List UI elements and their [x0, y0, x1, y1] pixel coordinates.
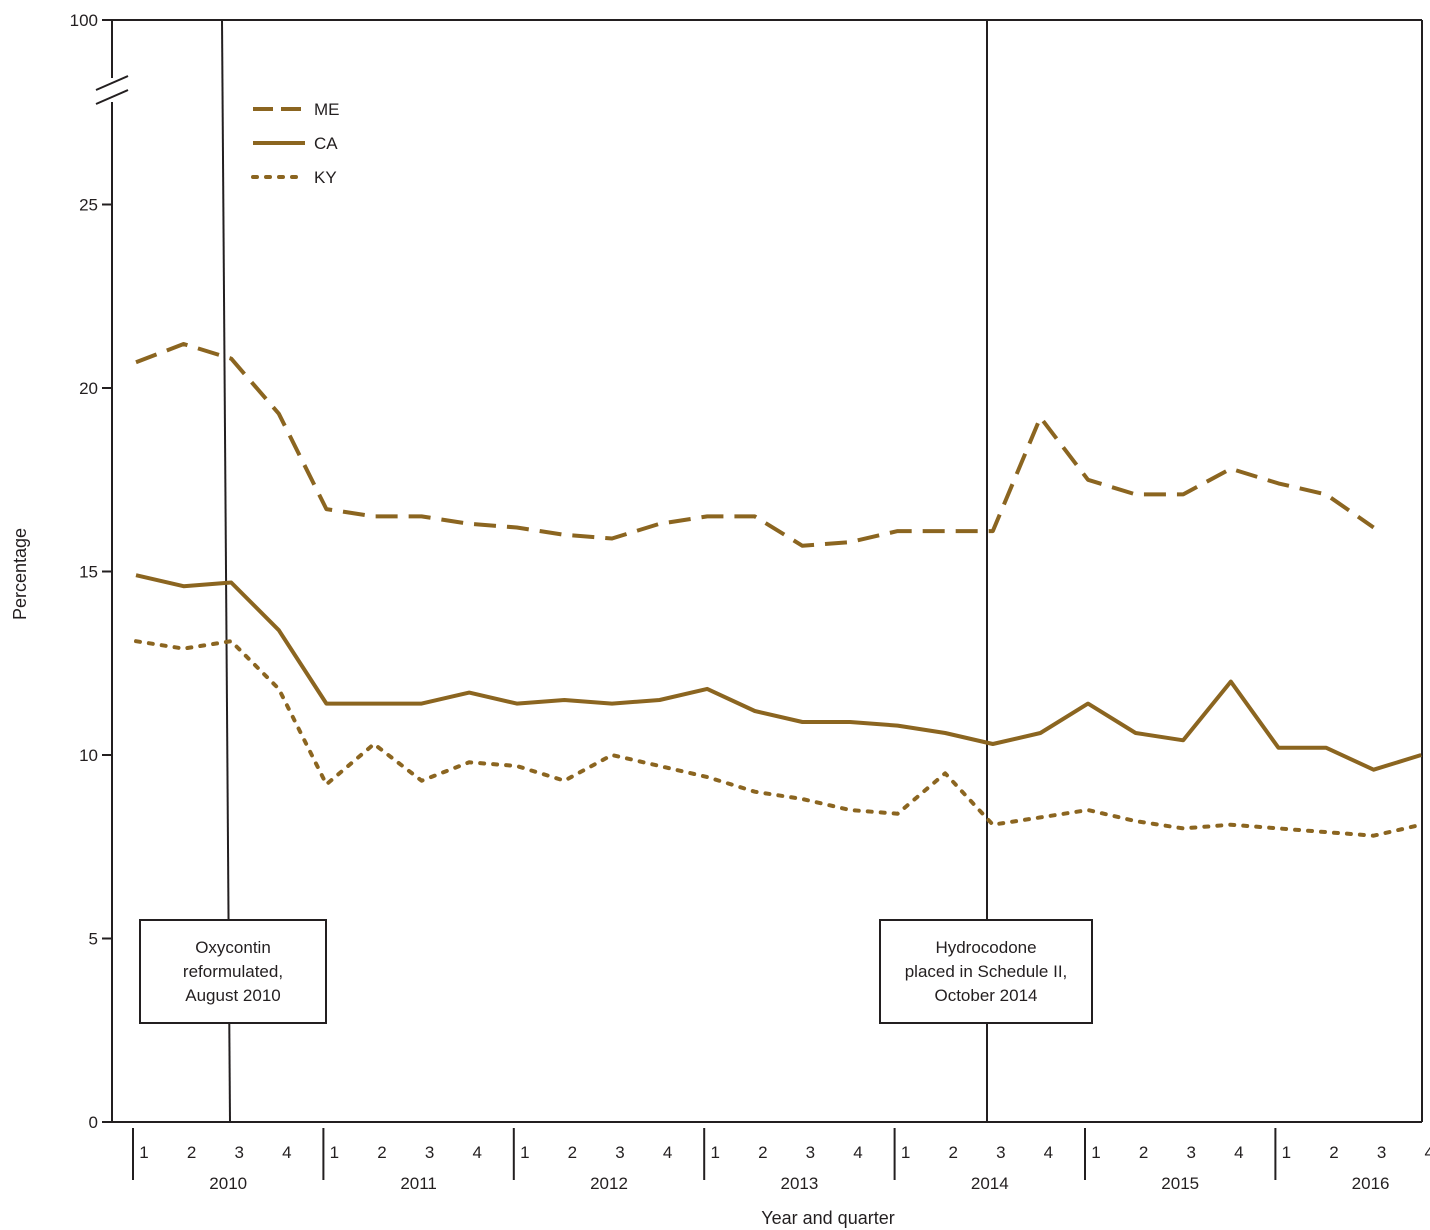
year-label: 2012: [590, 1174, 628, 1193]
x-tick-label: 2: [1139, 1143, 1148, 1162]
x-tick-label: 1: [139, 1143, 148, 1162]
legend: ME CA KY: [251, 100, 340, 187]
x-tick-label: 4: [472, 1143, 481, 1162]
x-tick-label: 2: [187, 1143, 196, 1162]
series-line-ky: [134, 639, 1424, 838]
x-tick-label: 3: [234, 1143, 243, 1162]
year-label: 2016: [1352, 1174, 1390, 1193]
legend-label-me: ME: [314, 100, 340, 119]
x-axis: 1 2 3 4 2010 1 2 3 4 2011 1 2 3 4 2012 1 2 3 4 2013 1 2 3 4 2014…: [132, 1128, 1430, 1193]
y-tick-label: 20: [79, 379, 98, 398]
y-tick-label: 0: [89, 1113, 98, 1132]
x-tick-label: 3: [615, 1143, 624, 1162]
x-tick-label: 2: [377, 1143, 386, 1162]
year-label: 2014: [971, 1174, 1009, 1193]
x-tick-label: 2: [568, 1143, 577, 1162]
y-tick-label: 25: [79, 196, 98, 215]
x-tick-label: 2: [758, 1143, 767, 1162]
legend-label-ca: CA: [314, 134, 338, 153]
year-label: 2013: [780, 1174, 818, 1193]
y-axis: 0 5 10 15 20 25 100: [70, 11, 112, 1132]
x-tick-label: 3: [996, 1143, 1005, 1162]
year-label: 2010: [209, 1174, 247, 1193]
x-tick-label: 2: [948, 1143, 957, 1162]
annotation-box: [879, 919, 1093, 1024]
series-line-ca: [135, 573, 1422, 772]
x-tick-label: 4: [663, 1143, 672, 1162]
annotation-text: placed in Schedule II,: [905, 962, 1068, 981]
x-tick-label: 2: [1329, 1143, 1338, 1162]
axis-break-mark: [95, 89, 129, 105]
annotation-boxes: Oxycontin reformulated, August 2010 Hydroco…: [139, 919, 1093, 1024]
year-label: 2011: [400, 1174, 437, 1193]
x-tick-label: 4: [853, 1143, 862, 1162]
series-layer: [134, 342, 1424, 838]
annotation-text: October 2014: [934, 986, 1037, 1005]
x-tick-label: 3: [1186, 1143, 1195, 1162]
x-tick-label: 3: [806, 1143, 815, 1162]
y-tick-label: 10: [79, 746, 98, 765]
y-tick-label: 15: [79, 563, 98, 582]
x-tick-label: 1: [1282, 1143, 1291, 1162]
legend-label-ky: KY: [314, 168, 337, 187]
x-tick-label: 1: [710, 1143, 719, 1162]
x-axis-title: Year and quarter: [761, 1208, 894, 1228]
y-tick-label: 5: [89, 930, 98, 949]
x-tick-label: 4: [1044, 1143, 1053, 1162]
x-tick-label: 4: [1424, 1143, 1430, 1162]
x-tick-label: 3: [425, 1143, 434, 1162]
annotation-text: Oxycontin: [195, 938, 271, 957]
series-line-me: [135, 342, 1375, 548]
annotation-text: August 2010: [185, 986, 280, 1005]
annotation-text: reformulated,: [183, 962, 283, 981]
x-tick-label: 1: [520, 1143, 529, 1162]
x-tick-label: 4: [1234, 1143, 1243, 1162]
y-tick-label: 100: [70, 11, 98, 30]
x-tick-label: 1: [1091, 1143, 1100, 1162]
x-tick-label: 4: [282, 1143, 291, 1162]
x-tick-label: 3: [1377, 1143, 1386, 1162]
annotation-lines: [221, 19, 988, 1123]
axis-break-mark: [95, 75, 129, 91]
y-axis-title: Percentage: [10, 528, 30, 620]
year-label: 2015: [1161, 1174, 1199, 1193]
annotation-text: Hydrocodone: [935, 938, 1036, 957]
x-tick-label: 1: [901, 1143, 910, 1162]
x-tick-label: 1: [330, 1143, 339, 1162]
plot-frame: [95, 19, 1423, 1123]
annotation-box: [139, 919, 327, 1024]
